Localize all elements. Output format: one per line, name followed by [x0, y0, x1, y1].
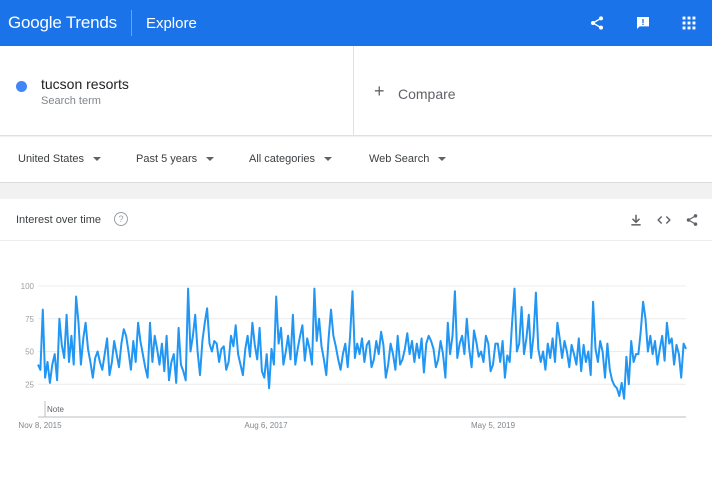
interest-over-time-card: Interest over time ? 25 50 75 100 Nov 8, 201…	[0, 199, 712, 481]
y-tick-label: 25	[25, 380, 34, 389]
series-color-dot	[16, 81, 27, 92]
apps-grid-icon[interactable]	[666, 0, 712, 46]
x-tick-label: Nov 8, 2015	[18, 421, 62, 430]
share-icon[interactable]	[574, 0, 620, 46]
caret-down-icon	[438, 157, 447, 161]
y-tick-label: 75	[25, 315, 34, 324]
card-header: Interest over time ?	[0, 199, 712, 241]
card-title: Interest over time	[16, 214, 101, 226]
share-icon[interactable]	[682, 210, 702, 230]
note-annotation: Note	[47, 405, 64, 414]
google-trends-logo[interactable]: Google Trends	[8, 13, 117, 33]
category-dropdown[interactable]: All categories	[249, 153, 333, 165]
search-terms-row: tucson resorts Search term + Compare	[0, 46, 712, 136]
feedback-icon[interactable]	[620, 0, 666, 46]
region-dropdown-label: United States	[18, 153, 85, 165]
search-term-label[interactable]: tucson resorts	[41, 76, 129, 92]
caret-down-icon	[93, 157, 102, 161]
logo-trends: Trends	[65, 13, 117, 32]
category-dropdown-label: All categories	[249, 153, 316, 165]
compare-button[interactable]: + Compare	[354, 46, 712, 135]
x-tick-label: May 5, 2019	[471, 421, 516, 430]
download-icon[interactable]	[626, 210, 646, 230]
time-range-dropdown-label: Past 5 years	[136, 153, 198, 165]
logo-google: Google	[8, 13, 62, 32]
compare-label: Compare	[398, 86, 456, 102]
interest-line-chart: 25 50 75 100 Nov 8, 2015 Aug 6, 2017 May 5, 20…	[18, 282, 687, 430]
search-term-type: Search term	[41, 95, 101, 107]
caret-down-icon	[206, 157, 215, 161]
search-term-card[interactable]: tucson resorts Search term	[0, 46, 354, 136]
time-range-dropdown[interactable]: Past 5 years	[136, 153, 215, 165]
y-tick-label: 50	[25, 348, 34, 357]
top-app-bar: Google Trends Explore	[0, 0, 712, 46]
x-tick-label: Aug 6, 2017	[244, 421, 288, 430]
y-tick-label: 100	[21, 282, 35, 291]
help-icon[interactable]: ?	[114, 212, 128, 226]
caret-down-icon	[324, 157, 333, 161]
filters-bar: United States Past 5 years All categorie…	[0, 137, 712, 183]
explore-nav-label[interactable]: Explore	[145, 14, 197, 32]
search-type-dropdown-label: Web Search	[369, 153, 430, 165]
embed-icon[interactable]	[654, 210, 674, 230]
region-dropdown[interactable]: United States	[18, 153, 102, 165]
search-type-dropdown[interactable]: Web Search	[369, 153, 447, 165]
header-divider	[130, 10, 132, 36]
series-line-tucson-resorts	[37, 287, 687, 400]
plus-icon: +	[374, 81, 385, 101]
